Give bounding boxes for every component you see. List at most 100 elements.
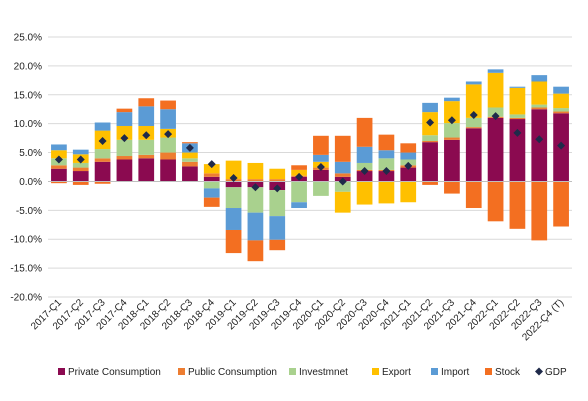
bar-export (487, 72, 504, 108)
gdp-point (229, 173, 238, 182)
y-axis-tick-labels: 25.0% 20.0% 15.0% 10.0% 5.0% 0.0% -5.0% -10.0% -… (10, 33, 42, 304)
bar-import (553, 86, 569, 94)
bar-public-consumption (72, 167, 89, 172)
bar-public-consumption (51, 165, 67, 169)
bar-investmnet (422, 135, 438, 141)
bar-export (225, 160, 242, 180)
gdp-point (251, 183, 260, 192)
bar-export (247, 162, 264, 180)
gdp-point (54, 155, 63, 164)
gdp-point (142, 131, 151, 140)
bar-stock (400, 143, 417, 153)
legend-swatch-export (372, 368, 379, 375)
bar-import (422, 102, 438, 113)
bar-public-consumption (334, 173, 351, 177)
bar-stock (487, 181, 504, 222)
bar-stock (291, 165, 307, 170)
bar-export (182, 152, 198, 159)
bar-import (444, 97, 460, 102)
gdp-point (535, 135, 544, 144)
y-tick-label: 10.0% (14, 119, 42, 130)
gdp-point (295, 172, 304, 181)
bar-investmnet (225, 187, 242, 209)
bar-investmnet (444, 123, 460, 138)
gdp-point (185, 143, 194, 152)
bar-public-consumption (422, 141, 438, 143)
bar-investmnet (378, 158, 395, 170)
legend-swatch-stock (485, 368, 492, 375)
bar-stock (356, 117, 373, 147)
bar-public-consumption (509, 117, 526, 120)
bar-import (465, 81, 482, 85)
bar-public-consumption (465, 127, 482, 129)
bar-export (51, 150, 67, 159)
bar-private-consumption (72, 171, 89, 182)
bar-import (291, 202, 307, 209)
bar-export (378, 181, 395, 204)
bar-import (269, 216, 286, 240)
gdp-point (513, 128, 522, 137)
bar-private-consumption (203, 176, 220, 182)
bar-public-consumption (160, 152, 176, 160)
bar-import (51, 144, 67, 151)
bar-import (509, 86, 526, 88)
bar-import (247, 212, 264, 241)
bar-stock (225, 229, 242, 254)
bar-investmnet (465, 117, 482, 128)
bar-stock (182, 142, 198, 144)
bar-export (291, 169, 307, 176)
y-tick-label: 5.0% (19, 148, 42, 159)
bar-private-consumption (94, 161, 111, 182)
bar-stock (138, 98, 155, 107)
x-axis-tick-labels: 2017-Ç12017-Ç22017-Ç32017-Ç42018-Ç12018-… (29, 297, 566, 343)
bar-private-consumption (225, 181, 242, 188)
bar-investmnet (291, 181, 307, 203)
bar-public-consumption (203, 173, 220, 177)
bar-investmnet (487, 107, 504, 117)
bar-private-consumption (487, 117, 504, 182)
bar-private-consumption (422, 142, 438, 182)
y-tick-label: 15.0% (14, 90, 42, 101)
stacked-bars (51, 69, 569, 262)
bar-stock (334, 135, 351, 162)
legend-swatch-investmnet (289, 368, 296, 375)
bar-export (334, 191, 351, 213)
bar-investmnet (138, 139, 155, 155)
legend-label-investmnet: Investmnet (299, 367, 348, 378)
bar-public-consumption (94, 158, 111, 162)
bar-import (94, 122, 111, 131)
gdp-point (207, 160, 216, 169)
legend-label-public-consumption: Public Consumption (188, 367, 277, 378)
bar-import (356, 146, 373, 163)
bar-public-consumption (531, 107, 548, 110)
bar-stock (553, 181, 569, 227)
bar-private-consumption (400, 167, 417, 182)
y-tick-label: 0.0% (19, 177, 42, 188)
bar-export (509, 87, 526, 115)
bar-private-consumption (378, 171, 395, 182)
bar-private-consumption (531, 109, 548, 182)
bar-stock (509, 181, 526, 229)
bar-import (334, 161, 351, 174)
gdp-point (557, 141, 566, 150)
bar-private-consumption (51, 168, 67, 182)
bar-stock (116, 108, 133, 113)
bar-stock (531, 181, 548, 241)
legend-swatch-import (431, 368, 438, 375)
legend-swatch-gdp (535, 367, 543, 376)
y-tick-label: -20.0% (10, 293, 42, 304)
bar-public-consumption (116, 156, 133, 160)
bar-public-consumption (247, 179, 264, 182)
bar-import (225, 208, 242, 230)
legend-swatch-public-consumption (178, 368, 185, 375)
bar-public-consumption (553, 111, 569, 114)
bar-investmnet (269, 190, 286, 217)
y-tick-label: 20.0% (14, 61, 42, 72)
bar-investmnet (116, 139, 133, 157)
bar-private-consumption (138, 158, 155, 182)
bar-export (116, 125, 133, 140)
legend-label-gdp: GDP (545, 367, 567, 378)
bar-private-consumption (160, 159, 176, 182)
bar-export (356, 181, 373, 205)
bar-private-consumption (313, 169, 329, 182)
